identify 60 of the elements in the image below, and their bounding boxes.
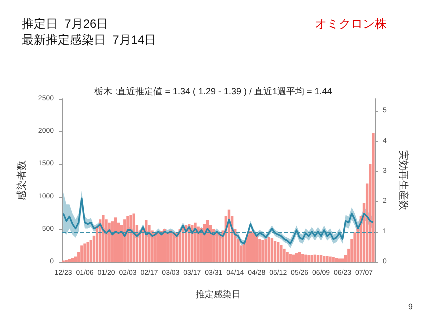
bar <box>218 234 222 262</box>
bar <box>308 255 310 262</box>
bar <box>289 254 292 262</box>
bar <box>372 134 375 262</box>
x-axis-title: 推定感染日 <box>196 290 241 300</box>
bar <box>90 240 92 262</box>
y2-axis-title: 実効再生産数 <box>397 150 410 210</box>
bar <box>84 244 86 262</box>
bar <box>283 248 286 262</box>
text: 最新推定感染日 7月14日 <box>22 33 157 47</box>
bar <box>310 255 314 262</box>
bar <box>86 242 90 262</box>
bar <box>194 222 197 262</box>
bar <box>216 232 218 262</box>
bar <box>323 256 326 262</box>
bar <box>292 254 296 262</box>
bar <box>326 256 329 262</box>
text: 9 <box>408 302 414 312</box>
bar <box>329 256 332 262</box>
bar <box>270 238 274 262</box>
bar <box>341 258 344 262</box>
bar <box>157 233 160 262</box>
bar <box>258 239 262 262</box>
bar <box>71 258 74 262</box>
bar <box>274 241 277 262</box>
bar <box>304 254 308 262</box>
bar <box>295 254 298 262</box>
bar <box>302 254 304 262</box>
bar <box>197 226 200 262</box>
bar <box>316 255 320 262</box>
text: オミクロン株 <box>315 17 387 31</box>
bar <box>126 216 130 262</box>
bar <box>338 258 342 262</box>
bar <box>286 252 289 262</box>
bar <box>80 246 84 262</box>
line-series <box>62 198 374 245</box>
bar <box>335 258 338 262</box>
bar <box>154 232 157 262</box>
bar <box>280 245 283 262</box>
bar <box>191 225 194 262</box>
bar <box>252 232 256 262</box>
bar <box>172 232 176 262</box>
bar <box>276 242 280 262</box>
bar <box>268 237 270 262</box>
text: 推定日 7月26日 <box>22 17 109 31</box>
bar <box>130 215 132 262</box>
bar <box>124 220 126 262</box>
y-axis-title: 感染者数 <box>16 160 28 200</box>
bar <box>102 215 105 262</box>
bar <box>332 257 335 262</box>
bar <box>320 255 323 262</box>
bar <box>176 233 178 262</box>
bar <box>314 254 317 262</box>
bar <box>262 240 264 262</box>
bar <box>256 236 258 262</box>
bar <box>264 239 268 262</box>
chart-title: 栃木 :直近推定値 = 1.34 ( 1.29 - 1.39 ) / 直近1週平均 = 1.44 <box>94 86 332 96</box>
bar <box>108 222 111 262</box>
bar <box>298 252 302 262</box>
bar <box>170 230 172 262</box>
